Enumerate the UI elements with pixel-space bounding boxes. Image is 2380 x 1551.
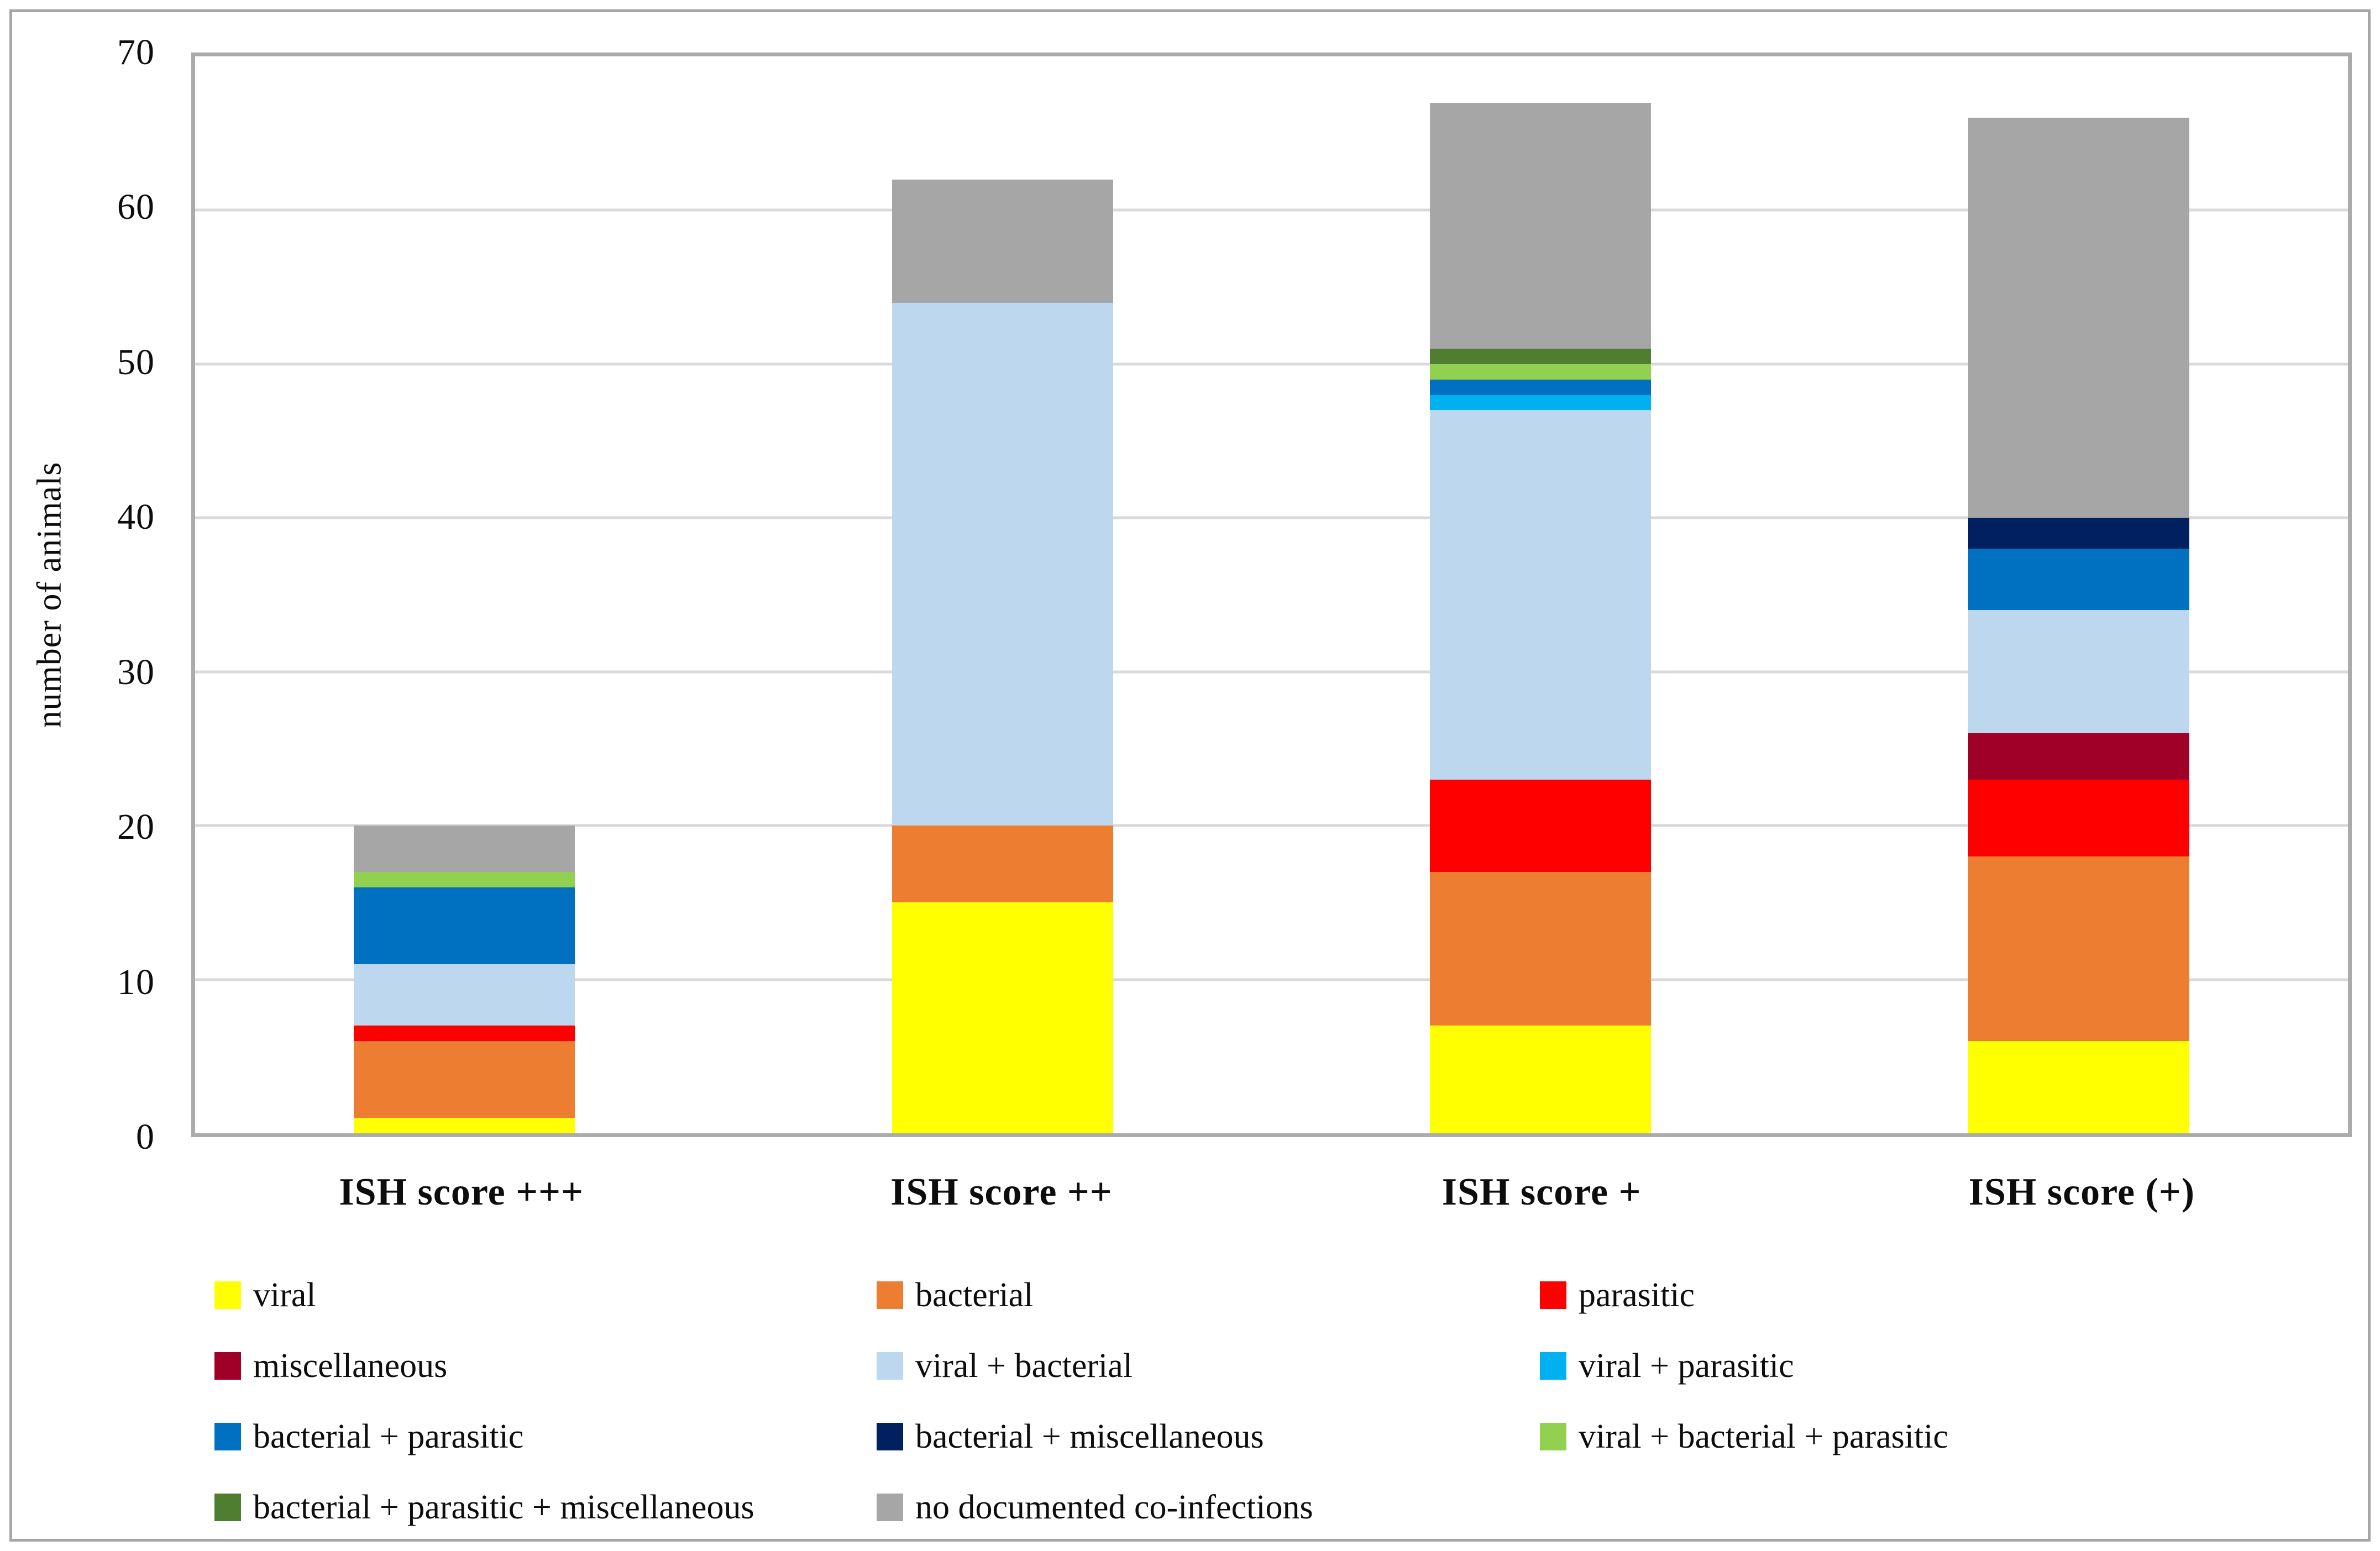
legend-label: no documented co-infections xyxy=(915,1488,1313,1526)
bar-segment xyxy=(892,826,1113,903)
bar-segment xyxy=(1968,518,2190,549)
bar-segment xyxy=(1430,395,1652,411)
legend-item: bacterial + miscellaneous xyxy=(877,1417,1540,1457)
y-tick-label: 30 xyxy=(117,651,155,692)
gridline xyxy=(195,362,2348,366)
category-label: ISH score (+) xyxy=(1968,1171,2195,1213)
bar-segment xyxy=(353,826,575,872)
bar-segment xyxy=(1430,1026,1652,1133)
legend-swatch xyxy=(1540,1352,1566,1380)
legend-item: viral + bacterial xyxy=(877,1347,1540,1386)
legend-item: bacterial + parasitic + miscellaneous xyxy=(214,1488,877,1527)
gridline xyxy=(195,670,2348,674)
gridline xyxy=(195,516,2348,519)
figure-border xyxy=(9,9,2371,1542)
category-label: ISH score ++ xyxy=(890,1171,1113,1213)
bar-segment xyxy=(353,1040,575,1118)
bar-segment xyxy=(892,902,1113,1133)
legend-label: parasitic xyxy=(1579,1276,1695,1314)
bar-segment xyxy=(892,302,1113,826)
y-tick-label: 60 xyxy=(117,187,155,228)
bar-segment xyxy=(1968,779,2190,856)
legend-label: viral + bacterial xyxy=(915,1347,1133,1385)
bar xyxy=(1430,56,1652,1133)
y-tick-label: 40 xyxy=(117,497,155,538)
bar-segment xyxy=(1968,1040,2190,1133)
legend-swatch xyxy=(877,1423,903,1450)
legend-swatch xyxy=(214,1423,241,1450)
bar-segment xyxy=(892,179,1113,303)
y-tick-label: 10 xyxy=(117,961,155,1002)
legend-label: viral + bacterial + parasitic xyxy=(1579,1417,1948,1455)
category-label: ISH score + xyxy=(1441,1171,1642,1213)
bar-segment xyxy=(353,871,575,887)
bar xyxy=(892,56,1113,1133)
plot-area xyxy=(191,52,2352,1137)
bar-segment xyxy=(1968,549,2190,611)
bar-segment xyxy=(1968,610,2190,734)
legend-item: no documented co-infections xyxy=(877,1488,1540,1527)
legend-item: viral + bacterial + parasitic xyxy=(1540,1417,2331,1457)
bar-segment xyxy=(1430,102,1652,349)
legend-swatch xyxy=(214,1281,241,1309)
bar xyxy=(353,56,575,1133)
legend-swatch xyxy=(1540,1281,1566,1309)
legend-label: viral xyxy=(253,1276,316,1314)
y-tick-label: 70 xyxy=(117,32,155,72)
category-label: ISH score +++ xyxy=(339,1171,584,1213)
legend-item: parasitic xyxy=(1540,1276,2331,1315)
bar-segment xyxy=(1968,733,2190,780)
bar-segment xyxy=(353,887,575,964)
bar-segment xyxy=(1968,856,2190,1041)
legend-swatch xyxy=(214,1352,241,1380)
legend-label: bacterial + miscellaneous xyxy=(915,1417,1264,1455)
bar xyxy=(1968,56,2190,1133)
bar-segment xyxy=(353,1118,575,1133)
x-axis-labels: ISH score +++ ISH score ++ ISH score + ISH … xyxy=(191,1170,2352,1226)
bar-segment xyxy=(1968,118,2190,518)
legend-label: bacterial xyxy=(915,1276,1034,1314)
y-tick-label: 50 xyxy=(117,341,155,382)
bar-segment xyxy=(1430,364,1652,380)
bar-segment xyxy=(353,964,575,1026)
legend-item: bacterial + parasitic xyxy=(214,1417,877,1457)
bar-segment xyxy=(1430,379,1652,395)
legend: viral bacterial parasitic miscellaneous vira… xyxy=(214,1260,2331,1543)
legend-label: bacterial + parasitic + miscellaneous xyxy=(253,1488,754,1526)
legend-swatch xyxy=(877,1281,903,1309)
legend-swatch xyxy=(877,1352,903,1380)
bar-segment xyxy=(353,1026,575,1041)
legend-label: miscellaneous xyxy=(253,1347,448,1385)
legend-swatch xyxy=(877,1494,903,1521)
bar-segment xyxy=(1430,349,1652,364)
gridline xyxy=(195,824,2348,827)
legend-item: bacterial xyxy=(877,1276,1540,1315)
gridline xyxy=(195,978,2348,981)
legend-label: bacterial + parasitic xyxy=(253,1417,524,1455)
gridline xyxy=(195,208,2348,212)
legend-swatch xyxy=(214,1494,241,1521)
bar-segment xyxy=(1430,779,1652,872)
legend-swatch xyxy=(1540,1423,1566,1450)
y-tick-label: 0 xyxy=(136,1117,155,1157)
legend-label: viral + parasitic xyxy=(1579,1347,1794,1385)
legend-item: miscellaneous xyxy=(214,1347,877,1386)
legend-item: viral xyxy=(214,1276,877,1315)
y-tick-label: 20 xyxy=(117,807,155,848)
legend-item: viral + parasitic xyxy=(1540,1347,2331,1386)
y-axis-tick-labels: 0 10 20 30 40 50 60 70 xyxy=(0,34,155,1155)
bar-segment xyxy=(1430,410,1652,780)
bar-segment xyxy=(1430,871,1652,1026)
